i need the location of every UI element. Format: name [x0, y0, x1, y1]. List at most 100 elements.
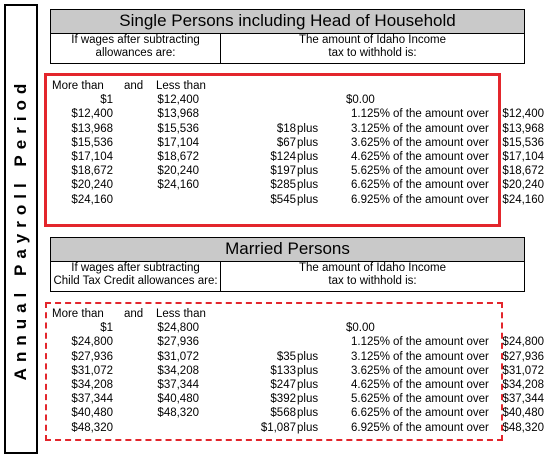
single-cell-over: of the amount over — [393, 165, 489, 178]
married-cell-base: $568 — [270, 407, 296, 420]
married-table-highlight — [45, 302, 503, 441]
single-cell-amt: $12,400 — [502, 108, 544, 121]
single-header-box: If wages after subtracting allowances ar… — [50, 34, 525, 64]
single-cell-plus: plus — [297, 179, 319, 192]
single-cell-more: $18,672 — [71, 165, 113, 178]
single-cell-rate: 3.625% — [350, 136, 390, 149]
single-cell-base: $67 — [276, 136, 296, 149]
married-cell-more: $24,800 — [71, 336, 113, 349]
single-cell-plus: plus — [297, 165, 319, 178]
married-cell-rate: 3.125% — [350, 350, 390, 363]
married-cell-base: $247 — [270, 379, 296, 391]
married-cell-less: $40,480 — [157, 393, 199, 406]
married-cell-rate: 6.625% — [350, 407, 390, 420]
married-cell-base: $133 — [270, 364, 296, 377]
married-cell-rate: 4.625% — [350, 379, 390, 391]
single-cell-amt: $20,240 — [502, 179, 544, 192]
single-table-highlight — [44, 73, 501, 227]
married-cell-amt: $27,936 — [502, 350, 544, 363]
single-cell-less: $24,160 — [157, 179, 199, 192]
married-cell-less: $34,208 — [157, 364, 199, 377]
married-cell-amt: $34,208 — [502, 379, 544, 391]
married-cell-amt: $40,480 — [502, 407, 544, 420]
married-cell-over: of the amount over — [393, 407, 489, 420]
married-cell-less: $37,344 — [157, 379, 199, 391]
married-cell-more: $27,936 — [71, 350, 113, 363]
single-cell-amt: $17,104 — [502, 151, 544, 163]
single-cell-rate: 1.125% — [350, 108, 390, 121]
single-cell-rate: 3.125% — [350, 122, 390, 135]
married-cell-rate: 6.925% — [350, 421, 390, 434]
married-cell-amt: $37,344 — [502, 393, 544, 406]
married-col-less-than: Less than — [156, 308, 206, 320]
single-cell-rate: 6.925% — [350, 193, 390, 206]
single-cell-over: of the amount over — [393, 108, 489, 121]
single-cell-less: $13,968 — [157, 108, 199, 121]
married-section-title: Married Persons — [50, 237, 525, 262]
single-header-right-line2: tax to withhold is: — [328, 47, 417, 59]
single-cell-more: $17,104 — [71, 151, 113, 163]
single-cell-less: $12,400 — [157, 94, 199, 107]
single-cell-rate: $0.00 — [346, 94, 375, 107]
married-cell-over: of the amount over — [393, 364, 489, 377]
single-cell-less: $20,240 — [157, 165, 199, 178]
married-cell-over: of the amount over — [393, 393, 489, 406]
payroll-period-side-label-box: Annual Payroll Period — [4, 4, 38, 454]
married-cell-less: $31,072 — [157, 350, 199, 363]
single-table: More than and Less than $1 $12,400 $0.00 $1… — [50, 79, 544, 209]
single-cell-rate: 5.625% — [350, 165, 390, 178]
married-cell-amt: $24,800 — [502, 336, 544, 349]
single-cell-more: $20,240 — [71, 179, 113, 192]
single-cell-amt: $13,968 — [502, 122, 544, 135]
single-cell-plus: plus — [297, 122, 319, 135]
single-cell-over: of the amount over — [393, 151, 489, 163]
married-header-right-line1: The amount of Idaho Income — [298, 262, 447, 274]
single-cell-base: $545 — [270, 193, 296, 206]
single-cell-over: of the amount over — [393, 179, 489, 192]
single-cell-less: $18,672 — [157, 151, 199, 163]
single-cell-more: $13,968 — [71, 122, 113, 135]
single-cell-plus: plus — [297, 193, 319, 206]
married-cell-base: $35 — [276, 350, 296, 363]
married-cell-more: $48,320 — [71, 421, 113, 434]
married-cell-rate: 1.125% — [350, 336, 390, 349]
married-table: More than and Less than $1 $24,800 $0.00 $2… — [50, 307, 544, 437]
married-cell-more: $34,208 — [71, 379, 113, 391]
single-cell-rate: 6.625% — [350, 179, 390, 192]
single-cell-plus: plus — [297, 151, 319, 163]
married-cell-plus: plus — [297, 364, 319, 377]
single-col-and: and — [124, 80, 144, 92]
married-cell-amt: $48,320 — [502, 421, 544, 434]
married-cell-base: $392 — [270, 393, 296, 406]
married-header-box: If wages after subtracting Child Tax Cre… — [50, 262, 525, 292]
single-cell-amt: $15,536 — [502, 136, 544, 149]
married-cell-plus: plus — [297, 407, 319, 420]
single-cell-over: of the amount over — [393, 193, 489, 206]
single-cell-amt: $24,160 — [502, 193, 544, 206]
single-cell-over: of the amount over — [393, 136, 489, 149]
single-cell-more: $12,400 — [71, 108, 113, 121]
single-cell-plus: plus — [297, 136, 319, 149]
payroll-period-side-label: Annual Payroll Period — [11, 77, 30, 381]
single-cell-more: $1 — [100, 94, 113, 107]
married-cell-over: of the amount over — [393, 350, 489, 363]
married-cell-rate: 3.625% — [350, 364, 390, 377]
married-cell-over: of the amount over — [393, 336, 489, 349]
married-col-and: and — [124, 308, 144, 320]
single-col-less-than: Less than — [156, 80, 206, 92]
married-cell-less: $24,800 — [157, 322, 199, 335]
single-header-left-line2: allowances are: — [95, 47, 176, 59]
single-header-right: The amount of Idaho Income tax to withho… — [221, 34, 524, 63]
married-cell-amt: $31,072 — [502, 364, 544, 377]
married-cell-plus: plus — [297, 393, 319, 406]
married-col-more-than: More than — [52, 308, 104, 320]
married-cell-rate: 5.625% — [350, 393, 390, 406]
single-header-left: If wages after subtracting allowances ar… — [51, 34, 221, 63]
single-cell-base: $124 — [270, 151, 296, 163]
single-col-more-than: More than — [52, 80, 104, 92]
married-cell-base: $1,087 — [260, 421, 296, 434]
married-cell-more: $1 — [100, 322, 113, 335]
married-header-right-line2: tax to withhold is: — [328, 275, 417, 287]
married-cell-plus: plus — [297, 379, 319, 391]
single-cell-over: of the amount over — [393, 122, 489, 135]
